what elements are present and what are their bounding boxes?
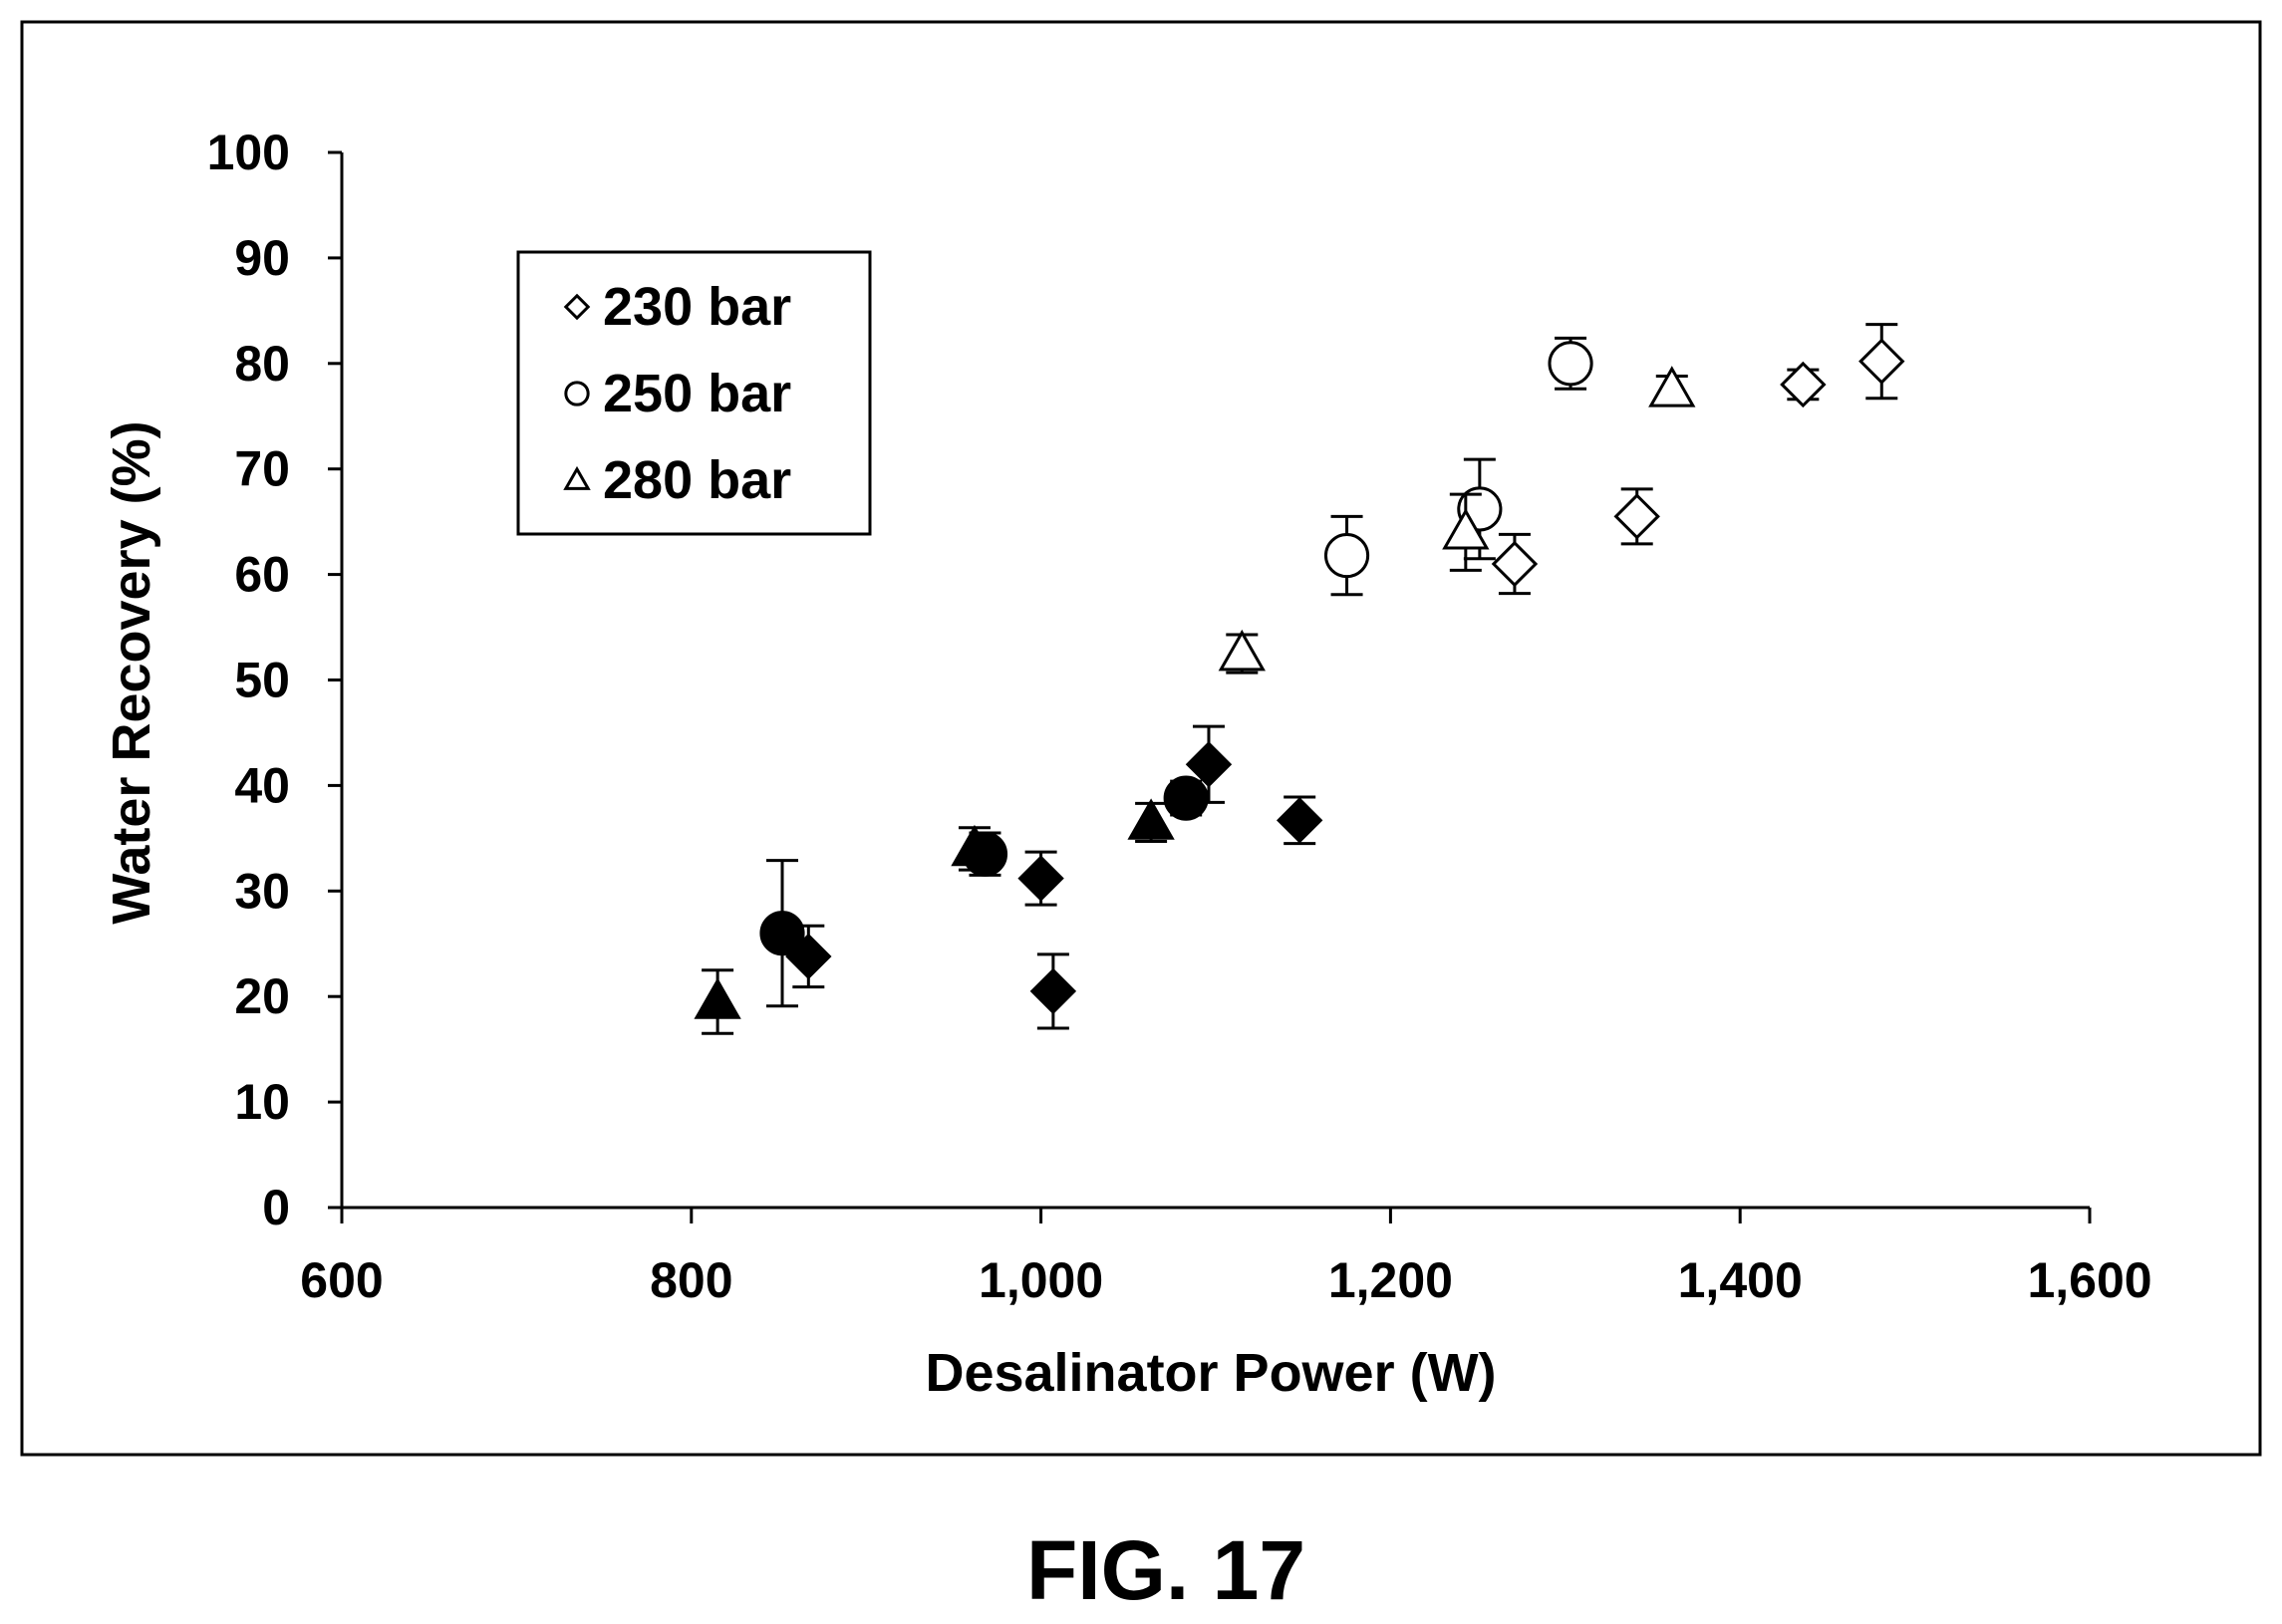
diamond-point (1491, 540, 1539, 588)
legend-marker-circle (564, 381, 590, 406)
y-tick-label: 100 (207, 125, 290, 180)
y-tick-label: 90 (234, 230, 290, 286)
y-tick-label: 60 (234, 547, 290, 603)
x-tick-label: 1,600 (2027, 1252, 2151, 1308)
diamond-point (1276, 797, 1323, 844)
x-tick-label: 1,200 (1328, 1252, 1453, 1308)
y-tick-label: 30 (234, 863, 290, 919)
diamond-point (1780, 361, 1827, 408)
x-tick-label: 600 (300, 1252, 383, 1308)
triangle-point (1648, 366, 1696, 407)
circle-point (759, 911, 805, 956)
x-tick-label: 1,400 (1678, 1252, 1803, 1308)
series-250-bar (759, 336, 1593, 1008)
x-tick-label: 800 (650, 1252, 732, 1308)
diamond-point (1029, 967, 1077, 1015)
axis-ticks: 0 10 20 30 40 50 60 70 80 90 100 600 800 1,000 1,200 1,… (207, 125, 2152, 1308)
data-marks (694, 323, 1905, 1035)
y-tick-label: 20 (234, 968, 290, 1024)
y-tick-label: 80 (234, 336, 290, 392)
y-tick-label: 0 (262, 1180, 290, 1235)
legend-label-250-bar: 250 bar (603, 364, 791, 423)
triangle-point (694, 977, 741, 1019)
legend-marker-diamond (563, 293, 591, 321)
circle-point (1163, 775, 1209, 821)
y-tick-label: 50 (234, 653, 290, 708)
diamond-point (1858, 338, 1905, 385)
diamond-point (1017, 855, 1064, 902)
triangle-point (1442, 508, 1490, 550)
legend-marker-triangle (563, 465, 591, 490)
y-tick-label: 40 (234, 757, 290, 813)
triangle-point (1127, 798, 1175, 840)
triangle-point (1218, 629, 1266, 672)
diamond-point (1185, 741, 1233, 788)
diamond-point (1613, 493, 1660, 540)
legend-label-230-bar: 230 bar (603, 277, 791, 337)
y-axis-title: Water Recovery (%) (102, 420, 161, 924)
legend: 230 bar 250 bar 280 bar (516, 250, 872, 536)
x-axis-title: Desalinator Power (W) (925, 1343, 1496, 1403)
legend-label-280-bar: 280 bar (603, 450, 791, 510)
y-tick-label: 70 (234, 441, 290, 497)
circle-point (1548, 341, 1593, 387)
series-280-bar (694, 366, 1696, 1035)
series-230-bar (785, 323, 1905, 1030)
figure-frame (20, 20, 2262, 1457)
circle-point (1323, 532, 1370, 579)
x-tick-label: 1,000 (979, 1252, 1103, 1308)
figure-caption: FIG. 17 (1026, 1523, 1305, 1617)
triangle-point (951, 824, 998, 867)
y-tick-label: 10 (234, 1074, 290, 1130)
